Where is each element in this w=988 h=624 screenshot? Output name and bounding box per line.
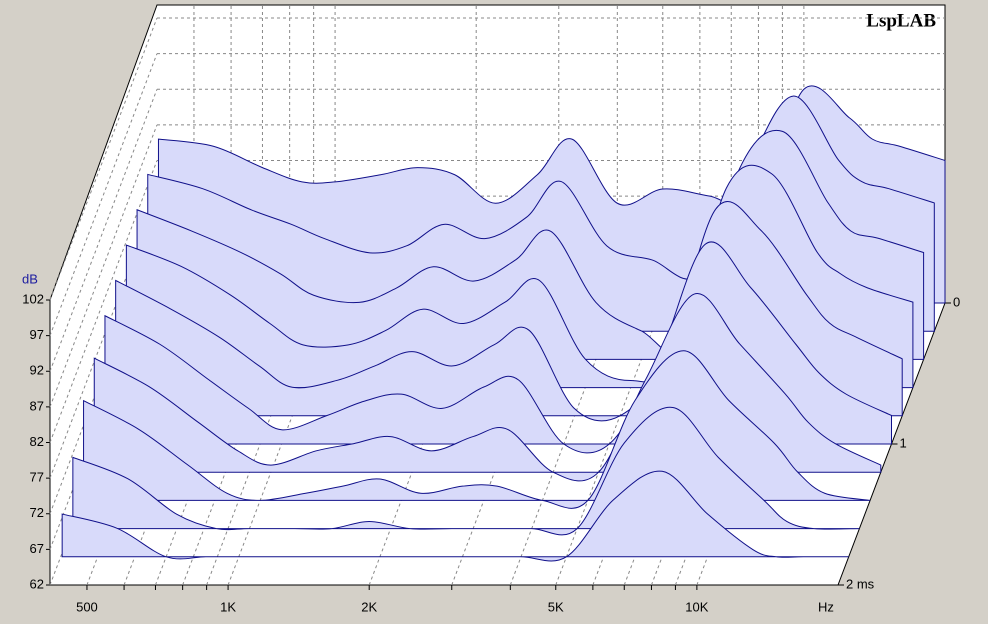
x-tick-label: 5K (548, 599, 564, 614)
x-tick-label: 1K (220, 599, 236, 614)
grid-line (49, 124, 158, 408)
grid-line (49, 195, 158, 479)
x-tick-label: 10K (685, 599, 708, 614)
slice (61, 470, 849, 562)
x-axis-label: Hz (818, 599, 834, 614)
grid-line (49, 17, 158, 301)
t-tick-label: 1 (900, 435, 907, 450)
chart-title: LspLAB (866, 10, 936, 31)
grid-line (49, 53, 158, 336)
y-axis-label: dB (22, 271, 38, 286)
y-tick-label: 87 (30, 398, 44, 413)
t-tick-label: 0 (953, 294, 960, 309)
y-tick-label: 82 (30, 434, 44, 449)
grid-line (49, 160, 158, 443)
y-tick-label: 62 (30, 576, 44, 591)
y-tick-label: 97 (30, 327, 44, 342)
y-tick-label: 72 (30, 505, 44, 520)
y-tick-label: 67 (30, 541, 44, 556)
t-tick-label: 2 ms (846, 576, 875, 591)
y-tick-label: 102 (22, 291, 44, 306)
y-tick-label: 92 (30, 363, 44, 378)
y-tick-label: 77 (30, 470, 44, 485)
x-tick-label: 2K (361, 599, 377, 614)
grid-line (49, 89, 158, 372)
x-tick-label: 500 (76, 599, 98, 614)
